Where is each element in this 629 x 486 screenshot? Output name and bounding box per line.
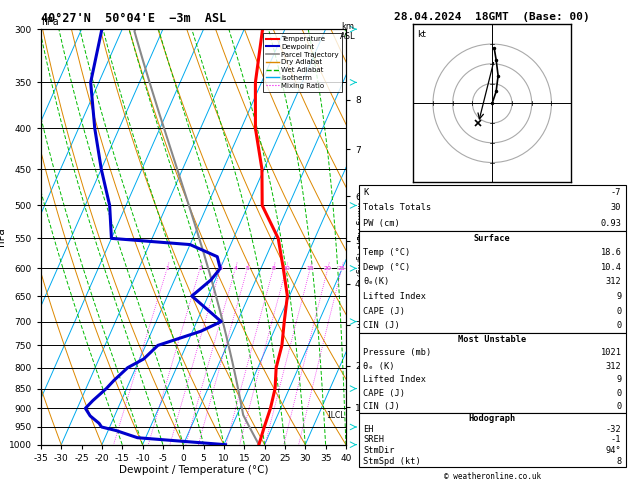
Text: Lifted Index: Lifted Index <box>363 375 426 384</box>
Text: 312: 312 <box>606 278 621 286</box>
Text: 312: 312 <box>606 362 621 371</box>
Text: SREH: SREH <box>363 435 384 444</box>
Text: 20: 20 <box>324 266 331 271</box>
Y-axis label: hPa: hPa <box>0 227 6 246</box>
Text: -7: -7 <box>611 188 621 197</box>
Text: CAPE (J): CAPE (J) <box>363 307 405 315</box>
Text: km
ASL: km ASL <box>340 22 355 40</box>
Text: 10.4: 10.4 <box>601 263 621 272</box>
Text: Temp (°C): Temp (°C) <box>363 248 410 257</box>
Text: 0.93: 0.93 <box>601 219 621 227</box>
Text: K: K <box>363 188 368 197</box>
Text: 3: 3 <box>218 266 223 271</box>
Text: CAPE (J): CAPE (J) <box>363 388 405 398</box>
Text: kt: kt <box>417 30 426 39</box>
Text: Dewp (°C): Dewp (°C) <box>363 263 410 272</box>
Text: 28.04.2024  18GMT  (Base: 00): 28.04.2024 18GMT (Base: 00) <box>394 12 590 22</box>
Text: 15: 15 <box>306 266 314 271</box>
Text: 4: 4 <box>233 266 237 271</box>
Text: 18.6: 18.6 <box>601 248 621 257</box>
Y-axis label: Mixing Ratio (g/kg): Mixing Ratio (g/kg) <box>355 197 364 277</box>
Text: Most Unstable: Most Unstable <box>458 335 526 344</box>
Text: 1: 1 <box>165 266 169 271</box>
Text: CIN (J): CIN (J) <box>363 321 399 330</box>
Text: 5: 5 <box>245 266 249 271</box>
Text: 0: 0 <box>616 307 621 315</box>
Text: PW (cm): PW (cm) <box>363 219 399 227</box>
Text: 30: 30 <box>611 203 621 212</box>
Text: CIN (J): CIN (J) <box>363 402 399 411</box>
Text: Lifted Index: Lifted Index <box>363 292 426 301</box>
Text: 40°27'N  50°04'E  −3m  ASL: 40°27'N 50°04'E −3m ASL <box>41 12 226 25</box>
Text: hPa: hPa <box>41 17 58 27</box>
Text: EH: EH <box>363 425 374 434</box>
Text: θₑ (K): θₑ (K) <box>363 362 394 371</box>
Text: 8: 8 <box>272 266 276 271</box>
Text: -32: -32 <box>606 425 621 434</box>
Text: 0: 0 <box>616 321 621 330</box>
Text: Hodograph: Hodograph <box>469 414 516 423</box>
Text: -1: -1 <box>611 435 621 444</box>
Text: 9: 9 <box>616 375 621 384</box>
Text: 0: 0 <box>616 388 621 398</box>
Text: 25: 25 <box>338 266 346 271</box>
Text: 1LCL: 1LCL <box>326 412 345 420</box>
Text: 94°: 94° <box>606 446 621 455</box>
Text: Surface: Surface <box>474 234 511 243</box>
Text: StmSpd (kt): StmSpd (kt) <box>363 457 421 466</box>
Text: © weatheronline.co.uk: © weatheronline.co.uk <box>443 472 541 481</box>
Text: θₑ(K): θₑ(K) <box>363 278 389 286</box>
Text: 0: 0 <box>616 402 621 411</box>
Text: Totals Totals: Totals Totals <box>363 203 431 212</box>
Text: StmDir: StmDir <box>363 446 394 455</box>
Text: 9: 9 <box>616 292 621 301</box>
Text: 2: 2 <box>198 266 202 271</box>
Text: 10: 10 <box>282 266 290 271</box>
Text: 1021: 1021 <box>601 348 621 358</box>
Text: 8: 8 <box>616 457 621 466</box>
Text: Pressure (mb): Pressure (mb) <box>363 348 431 358</box>
X-axis label: Dewpoint / Temperature (°C): Dewpoint / Temperature (°C) <box>119 466 268 475</box>
Legend: Temperature, Dewpoint, Parcel Trajectory, Dry Adiabat, Wet Adiabat, Isotherm, Mi: Temperature, Dewpoint, Parcel Trajectory… <box>263 33 342 92</box>
